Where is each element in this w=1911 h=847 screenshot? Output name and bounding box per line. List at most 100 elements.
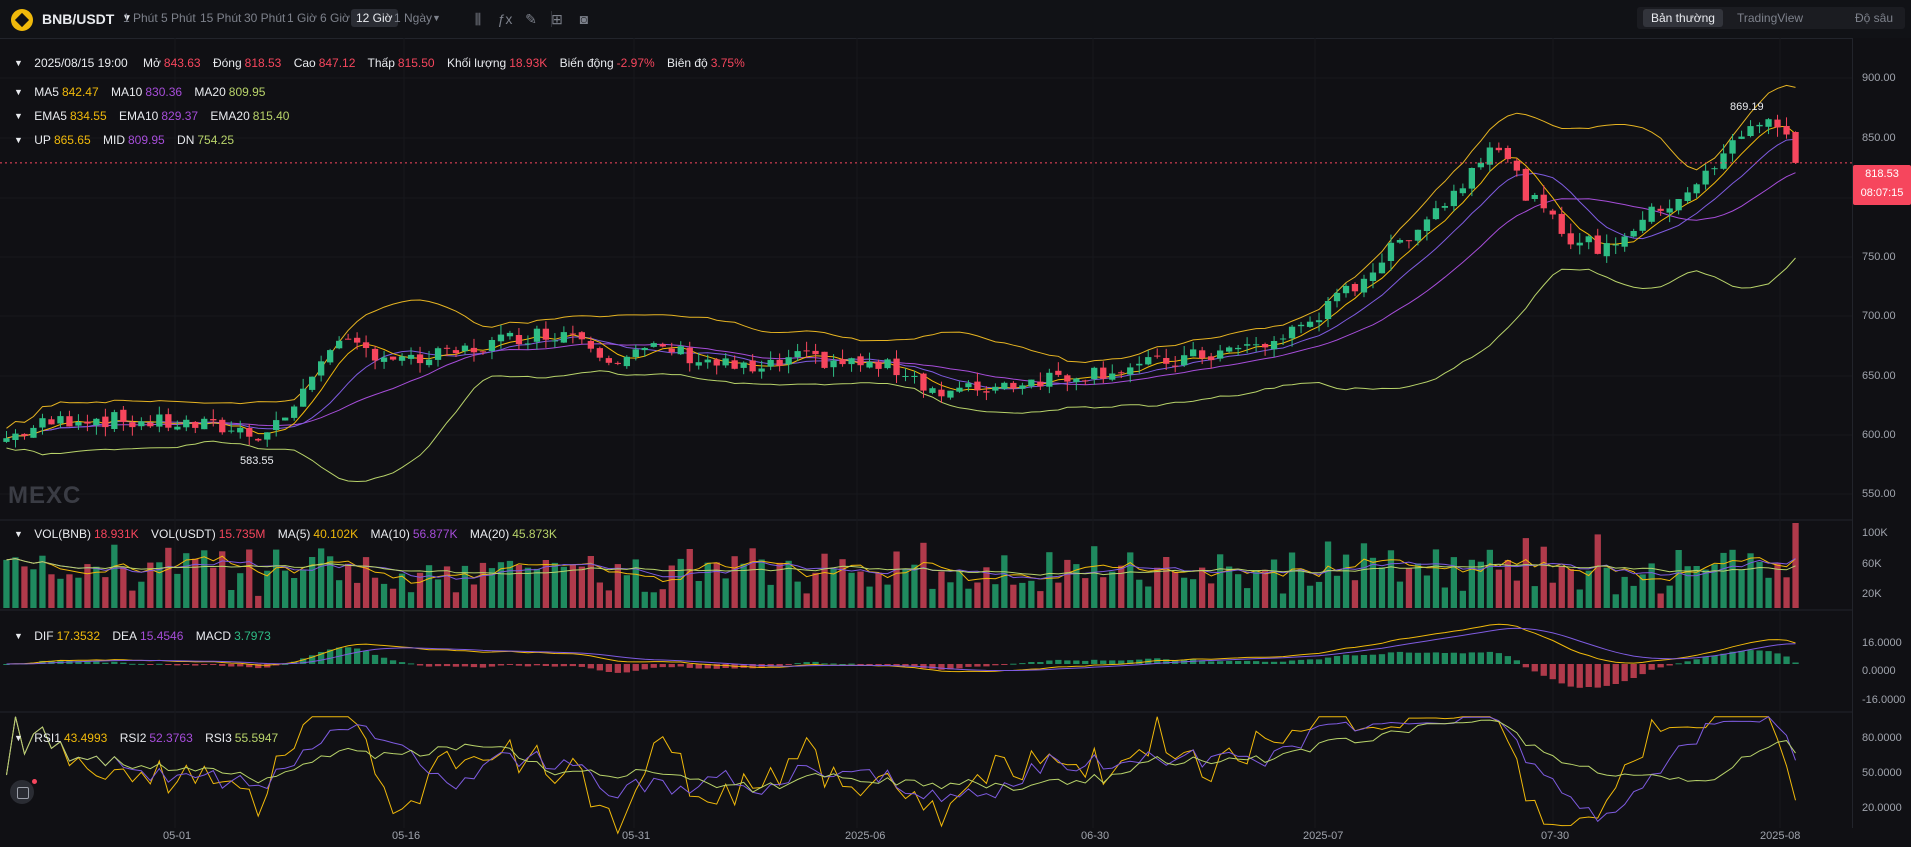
volume-bar [749,548,756,608]
volume-bar [1253,570,1260,608]
candle-body [210,419,217,421]
candle-body [695,362,702,366]
view-depth[interactable]: Độ sâu [1855,11,1894,25]
candle-body [1711,168,1718,170]
candle-body [1603,243,1610,257]
tf-5m[interactable]: 5 Phút [161,11,196,25]
macd-bar [1082,660,1089,664]
candle-body [138,421,145,427]
volume-bar [452,592,460,608]
macd-bar [1199,660,1206,664]
candle-body [758,368,765,372]
macd-bar [1684,661,1691,664]
macd-bar [1091,659,1098,664]
candle-body [1100,367,1107,379]
view-tradingview[interactable]: TradingView [1737,11,1804,25]
candle-body [389,356,397,360]
tf-1h[interactable]: 1 Giờ [287,11,317,25]
chevron-down-icon[interactable]: ▼ [14,111,23,121]
candle-body [282,417,289,421]
chevron-down-icon[interactable]: ▼ [122,13,132,24]
vol-usdt-label: VOL(USDT) [151,527,216,541]
volume-bar [794,581,801,608]
macd-bar [407,663,415,665]
vol-tick: 100K [1862,527,1888,539]
candle-body [291,406,298,418]
fx-icon[interactable]: ƒx [497,11,513,27]
layout-icon[interactable]: ⊞ [551,11,563,27]
chevron-down-icon[interactable]: ▼ [14,733,23,743]
vol-ma20-label: MA(20) [469,527,510,541]
open-label: Mở [143,56,161,70]
chevron-down-icon[interactable]: ▼ [14,87,23,97]
candle-body [452,350,460,354]
tf-30m[interactable]: 30 Phút [244,11,286,25]
macd-bar [1127,660,1134,664]
boll-up-value: 865.65 [53,133,91,147]
chevron-down-icon[interactable]: ▼ [14,135,23,145]
drawing-tool-button[interactable] [10,779,37,804]
volume-bar [1118,565,1125,608]
macd-bar [1270,661,1278,664]
macd-bar [551,664,558,667]
pair-title[interactable]: BNB/USDT [42,11,115,27]
candle-body [1774,119,1781,128]
volume-bar [39,555,46,608]
tf-dropdown-icon[interactable]: ▼ [432,13,441,23]
volume-bar [273,549,280,608]
indicator-icon[interactable]: ⫼ [474,11,482,27]
dif-line [6,623,1796,673]
macd-bar [1756,650,1763,664]
volume-bar [1127,552,1134,608]
chevron-down-icon[interactable]: ▼ [14,631,23,641]
macd-bar [416,664,424,666]
macd-bar [461,664,469,667]
candle-body [246,428,253,437]
camera-icon[interactable]: ◙ [579,11,589,27]
chevron-down-icon[interactable]: ▼ [14,58,23,68]
volume-bar [515,564,523,608]
macd-bar [255,664,262,669]
tf-6h[interactable]: 6 Giờ [320,11,350,25]
candle-body [929,388,936,393]
volume-bar [857,571,864,608]
macd-bar [147,664,154,665]
ema20-value: 815.40 [252,109,290,123]
macd-bar [246,664,253,668]
macd-bar [695,664,702,669]
candle-body [1522,168,1529,201]
tf-15m[interactable]: 15 Phút [200,11,242,25]
volume-bar [1073,564,1080,608]
pencil-icon[interactable]: ✎ [525,11,537,27]
candle-body [336,340,343,349]
macd-bar [1702,656,1709,664]
volume-bar [1567,569,1574,608]
chevron-down-icon[interactable]: ▼ [14,529,23,539]
close-value: 818.53 [244,56,282,70]
candle-body [1333,292,1341,302]
volume-bar [533,568,541,608]
macd-bar [345,647,352,664]
top-toolbar: BNB/USDT ▼ 1 Phút 5 Phút 15 Phút 30 Phút… [0,0,1911,39]
tf-1d[interactable]: 1 Ngày [394,11,433,25]
macd-bar [1324,657,1332,664]
candle-body [1387,242,1395,261]
macd-bar [1666,664,1673,666]
volume-bar [479,562,487,608]
tf-12h[interactable]: 12 Giờ [351,9,398,27]
volume-bar [21,566,28,608]
macd-bar [992,664,999,666]
volume-bar [1163,557,1170,608]
macd-bar [75,661,82,664]
candle-body [767,359,774,367]
view-basic[interactable]: Bản thường [1643,9,1723,27]
macd-bar [1055,659,1062,664]
macd-bar [1154,658,1161,664]
candle-body [596,348,603,358]
tf-1m[interactable]: 1 Phút [123,11,158,25]
candle-body [1261,344,1269,348]
macd-bar [713,664,720,669]
ma5-value: 842.47 [61,85,99,99]
macd-bar [1369,654,1377,664]
